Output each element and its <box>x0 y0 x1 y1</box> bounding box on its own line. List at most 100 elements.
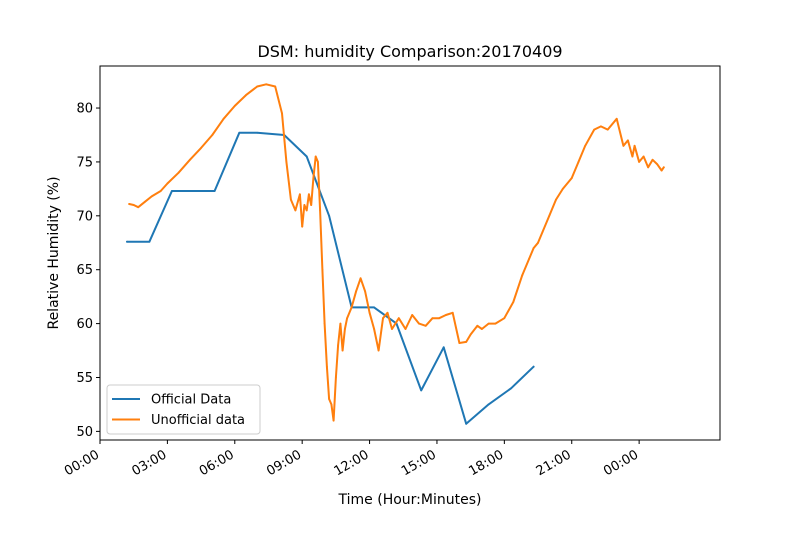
data-point-unofficial-data <box>600 125 602 128</box>
data-point-unofficial-data <box>512 301 515 303</box>
y-tick-label: 60 <box>76 317 93 332</box>
data-point-unofficial-data <box>532 247 535 250</box>
data-point-unofficial-data <box>294 209 297 212</box>
data-point-unofficial-data <box>656 163 658 166</box>
data-point-unofficial-data <box>314 155 317 158</box>
data-point-unofficial-data <box>265 83 268 86</box>
data-point-unofficial-data <box>159 190 162 192</box>
y-axis-label: Relative Humidity (%) <box>46 176 62 329</box>
data-point-unofficial-data <box>310 204 313 206</box>
data-point-unofficial-data <box>144 200 146 203</box>
data-point-unofficial-data <box>359 277 362 280</box>
data-point-unofficial-data <box>355 290 357 293</box>
data-point-unofficial-data <box>445 314 447 316</box>
data-point-unofficial-data <box>281 112 283 115</box>
data-point-unofficial-data <box>346 317 348 320</box>
data-point-unofficial-data <box>245 94 247 96</box>
legend-label: Unofficial data <box>151 413 245 428</box>
data-point-unofficial-data <box>487 322 490 325</box>
data-point-unofficial-data <box>465 341 468 343</box>
data-point-official-data <box>238 131 241 134</box>
data-point-unofficial-data <box>431 317 434 320</box>
chart-title: DSM: humidity Comparison:20170409 <box>257 42 562 61</box>
data-point-official-data <box>442 346 445 349</box>
data-point-unofficial-data <box>274 85 277 88</box>
legend-label: Official Data <box>151 393 231 408</box>
data-point-unofficial-data <box>377 349 380 352</box>
data-point-unofficial-data <box>189 158 191 161</box>
data-point-unofficial-data <box>344 328 346 330</box>
data-point-unofficial-data <box>128 203 131 205</box>
data-point-unofficial-data <box>391 328 393 330</box>
y-tick-label: 65 <box>76 263 93 278</box>
data-point-unofficial-data <box>647 166 649 169</box>
data-point-unofficial-data <box>541 231 544 233</box>
data-point-unofficial-data <box>555 198 557 201</box>
data-point-unofficial-data <box>424 324 427 327</box>
data-point-unofficial-data <box>451 311 454 314</box>
data-point-unofficial-data <box>521 274 524 276</box>
data-point-unofficial-data <box>373 328 375 330</box>
data-point-unofficial-data <box>537 241 539 244</box>
data-point-unofficial-data <box>584 144 587 147</box>
data-point-unofficial-data <box>593 128 596 131</box>
plot-area <box>99 65 721 441</box>
data-point-unofficial-data <box>177 171 180 174</box>
series-line-official-data <box>126 131 535 425</box>
data-point-unofficial-data <box>312 177 315 180</box>
data-point-unofficial-data <box>476 324 479 327</box>
data-point-unofficial-data <box>570 177 573 180</box>
y-axis: 50 55 60 65 70 75 80 <box>76 102 100 440</box>
data-point-unofficial-data <box>330 403 333 406</box>
data-point-unofficial-data <box>633 144 636 147</box>
data-point-official-data <box>510 387 512 390</box>
data-point-official-data <box>487 403 490 406</box>
data-point-unofficial-data <box>328 398 330 400</box>
data-point-unofficial-data <box>418 322 420 325</box>
data-point-unofficial-data <box>561 188 564 190</box>
data-point-unofficial-data <box>308 193 310 196</box>
data-point-official-data <box>126 240 128 243</box>
data-point-unofficial-data <box>256 85 259 88</box>
data-point-unofficial-data <box>577 161 580 163</box>
data-point-unofficial-data <box>222 117 225 120</box>
data-point-official-data <box>213 190 216 192</box>
data-point-unofficial-data <box>622 144 625 147</box>
data-point-official-data <box>420 389 423 392</box>
data-point-unofficial-data <box>303 204 306 206</box>
data-point-unofficial-data <box>132 204 135 206</box>
data-point-official-data <box>305 155 308 158</box>
data-point-unofficial-data <box>528 258 530 260</box>
data-point-unofficial-data <box>350 306 353 309</box>
data-point-unofficial-data <box>606 128 609 131</box>
data-point-unofficial-data <box>638 161 640 163</box>
y-tick-label: 70 <box>76 209 93 224</box>
data-point-unofficial-data <box>317 161 319 163</box>
data-point-official-data <box>532 365 535 368</box>
data-point-unofficial-data <box>642 155 645 158</box>
data-point-unofficial-data <box>341 349 344 352</box>
data-point-unofficial-data <box>411 314 414 316</box>
data-point-unofficial-data <box>285 161 288 163</box>
data-point-unofficial-data <box>299 193 301 196</box>
data-point-unofficial-data <box>368 311 371 314</box>
y-tick-label: 80 <box>76 102 93 117</box>
data-point-unofficial-data <box>301 225 304 228</box>
data-point-official-data <box>256 131 259 134</box>
data-point-unofficial-data <box>404 328 407 330</box>
data-point-official-data <box>148 240 151 243</box>
data-point-unofficial-data <box>386 311 389 314</box>
data-point-unofficial-data <box>335 376 337 379</box>
data-point-unofficial-data <box>339 322 342 325</box>
data-point-unofficial-data <box>438 317 441 320</box>
data-point-unofficial-data <box>662 166 665 169</box>
data-point-unofficial-data <box>323 322 326 325</box>
data-point-unofficial-data <box>332 419 335 422</box>
data-point-unofficial-data <box>651 158 654 161</box>
data-point-unofficial-data <box>305 209 308 212</box>
y-tick-label: 50 <box>76 425 93 440</box>
data-point-unofficial-data <box>382 317 384 320</box>
data-point-unofficial-data <box>290 198 292 201</box>
y-tick-label: 75 <box>76 155 93 170</box>
